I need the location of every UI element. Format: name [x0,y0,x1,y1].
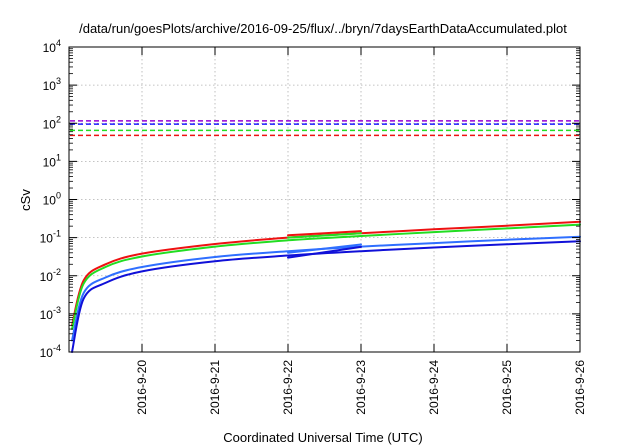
x-tick-label: 2016-9-25 [500,360,514,415]
y-tick-label: 10-1 [40,229,61,246]
x-tick-label: 2016-9-23 [354,360,368,415]
y-tick-label: 104 [43,38,61,55]
series-line [71,220,581,327]
series-line [71,223,581,330]
x-tick-label: 2016-9-22 [281,360,295,415]
x-tick-label: 2016-9-24 [427,360,441,415]
series-line [287,232,362,239]
y-axis-ticks: 10-4 10-3 10-2 10-1 100 101 102 103 104 [40,38,580,360]
x-tick-label: 2016-9-21 [208,360,222,415]
x-axis-ticks: 2016-9-20 2016-9-21 2016-9-22 2016-9-23 2016… [135,47,587,415]
y-tick-label: 102 [43,114,61,131]
series-line [287,230,362,237]
y-tick-label: 10-4 [40,343,61,360]
y-axis-label: cSv [18,189,33,211]
y-tick-label: 101 [43,152,61,169]
series-line [71,235,581,342]
series-line [287,245,362,259]
series-line [287,243,362,254]
series-line [71,240,581,353]
y-tick-label: 103 [43,76,61,93]
y-tick-label: 100 [43,191,61,208]
y-tick-label: 10-3 [40,305,61,322]
grid [69,47,580,352]
x-axis-label: Coordinated Universal Time (UTC) [223,430,422,445]
series-lines [71,220,581,353]
limit-lines [70,120,579,137]
y-tick-label: 10-2 [40,267,61,284]
x-tick-label: 2016-9-20 [135,360,149,415]
x-tick-label: 2016-9-26 [573,360,587,415]
chart-title: /data/run/goesPlots/archive/2016-09-25/f… [79,21,567,36]
